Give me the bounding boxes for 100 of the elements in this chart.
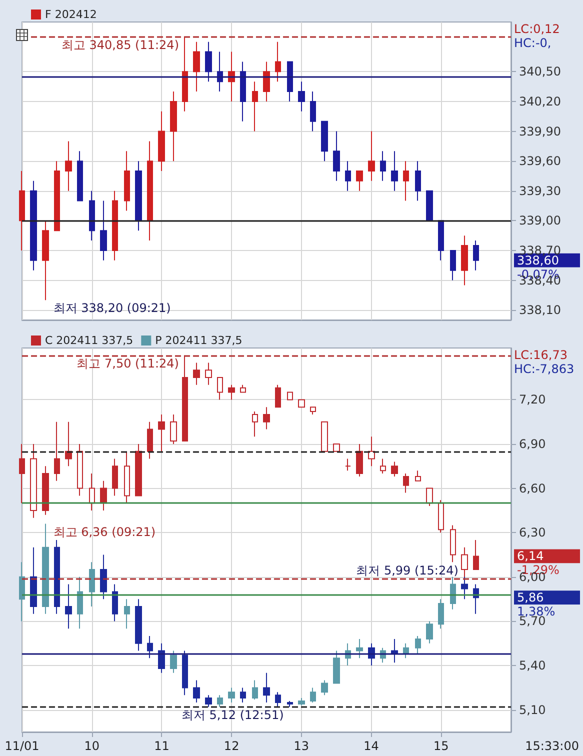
candlestick <box>298 81 305 112</box>
y-tick-label: 7,20 <box>519 392 546 407</box>
candlestick <box>19 170 25 251</box>
y-tick-label: 339,00 <box>519 214 561 228</box>
y-tick-label: 6,30 <box>519 526 546 540</box>
candlestick <box>450 250 456 281</box>
y-tick-label: 339,30 <box>519 184 561 198</box>
candlestick <box>182 650 188 696</box>
candlestick <box>205 41 212 82</box>
candlestick <box>112 458 118 496</box>
candlestick <box>287 700 293 708</box>
text: LC:0,12 <box>514 22 560 36</box>
candlestick <box>112 584 118 622</box>
text: HC:-7,863 <box>514 362 574 376</box>
text: 5,86 <box>517 590 544 605</box>
candlestick <box>65 421 72 467</box>
candlestick <box>193 362 200 386</box>
candlestick <box>170 91 177 162</box>
candlestick <box>252 81 258 132</box>
legend-label: F 202412 <box>45 8 97 21</box>
candlestick <box>147 140 153 242</box>
candlestick <box>100 200 107 261</box>
candlestick <box>356 638 363 659</box>
candlestick <box>356 170 363 192</box>
candlestick <box>65 140 72 192</box>
y-tick-label: 340,20 <box>519 94 561 108</box>
candlestick <box>450 576 456 610</box>
candlestick <box>426 488 433 507</box>
candlestick <box>403 473 409 494</box>
candlestick <box>333 444 340 452</box>
text: 15:33:00 <box>525 739 579 753</box>
candlestick <box>135 444 142 496</box>
candlestick <box>345 160 351 192</box>
x-tick-label: 11 <box>154 739 170 753</box>
candlestick <box>275 384 281 408</box>
candlestick <box>100 480 107 511</box>
candlestick <box>205 694 212 708</box>
candlestick <box>217 694 223 708</box>
candlestick <box>391 150 398 192</box>
x-tick-label: 14 <box>364 739 379 753</box>
candlestick <box>124 598 130 630</box>
candlestick <box>438 598 444 630</box>
candlestick <box>391 461 398 477</box>
annotation: 최고 6,36 (09:21) <box>53 524 156 539</box>
candlestick <box>310 687 316 703</box>
candlestick <box>19 444 25 504</box>
y-tick-label: 6,60 <box>519 481 546 496</box>
candlestick <box>147 421 153 460</box>
candlestick <box>368 436 375 467</box>
x-tick-label: 11/01 <box>4 739 40 753</box>
candlestick <box>217 51 223 92</box>
candlestick <box>170 650 177 674</box>
candlestick <box>321 680 328 696</box>
y-tick-label: 339,60 <box>519 154 561 168</box>
annotation: 최고 340,85 (11:24) <box>61 38 179 52</box>
candlestick <box>240 61 246 122</box>
candlestick <box>112 190 118 261</box>
legend-label: C 202411 337,5 <box>45 334 134 347</box>
candlestick <box>135 160 142 232</box>
candlestick <box>310 406 316 415</box>
candlestick <box>438 500 444 534</box>
candlestick <box>89 562 95 607</box>
y-tick-label: 5,10 <box>519 702 546 717</box>
candlestick <box>345 458 351 472</box>
candlestick <box>275 692 281 708</box>
candlestick <box>158 642 165 674</box>
candlestick <box>182 36 188 112</box>
candlestick <box>438 220 444 261</box>
candlestick <box>124 450 130 504</box>
candlestick <box>65 584 72 630</box>
annotation: 최저 5,12 (12:51) <box>181 708 284 722</box>
candlestick <box>263 672 270 703</box>
x-tick-label: 15 <box>434 739 449 753</box>
candlestick <box>298 399 305 408</box>
candlestick <box>158 110 165 172</box>
candlestick <box>217 377 223 400</box>
text: LC:16,73 <box>514 348 568 362</box>
candlestick <box>54 421 60 482</box>
legend-label: P 202411 337,5 <box>155 334 242 347</box>
candlestick <box>54 160 60 232</box>
candlestick <box>147 636 153 659</box>
candlestick <box>391 638 398 664</box>
candlestick <box>368 130 375 182</box>
candlestick <box>182 354 188 442</box>
annotation: 최저 5,99 (15:24) <box>356 563 458 578</box>
candlestick <box>263 61 270 102</box>
candlestick <box>380 458 386 474</box>
candlestick <box>287 392 293 400</box>
candlestick <box>426 190 433 222</box>
candlestick <box>42 523 49 614</box>
candlestick <box>124 150 130 212</box>
candlestick <box>298 698 305 706</box>
candlestick <box>333 650 340 684</box>
text: HC:-0, <box>514 36 552 50</box>
candlestick <box>450 524 456 563</box>
x-tick-label: 13 <box>294 739 310 753</box>
candlestick <box>287 61 293 102</box>
y-tick-label: 5,40 <box>519 658 546 673</box>
candlestick <box>42 466 49 516</box>
candlestick <box>54 540 60 614</box>
